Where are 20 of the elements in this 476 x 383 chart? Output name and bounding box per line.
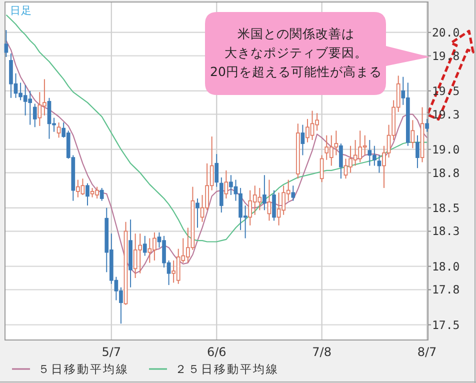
y-tick-label: 19.0 [432, 142, 460, 156]
x-tick-label: 7/8 [312, 345, 332, 359]
y-tick-label: 18.8 [432, 166, 460, 180]
y-tick-label: 17.5 [432, 318, 460, 332]
legend-label: ５日移動平均線 [38, 362, 129, 376]
x-tick-label: 5/7 [102, 345, 122, 359]
y-tick-label: 19.3 [432, 107, 460, 122]
x-tick-label: 8/7 [417, 345, 437, 359]
annotation: 日足 [10, 5, 32, 17]
annotation: 20円を超える可能性が高まる [210, 64, 382, 79]
y-tick-label: 18.5 [432, 200, 460, 215]
y-tick-label: 18.0 [432, 259, 460, 274]
y-tick-label: 18.3 [432, 224, 460, 238]
y-tick-label: 17.8 [432, 282, 460, 297]
y-tick-label: 20.0 [432, 25, 460, 40]
y-tick-label: 19.8 [432, 48, 460, 63]
annotation: 米国との関係改善は [238, 26, 354, 41]
legend-label: ２５日移動平均線 [175, 362, 279, 376]
annotation: 大きなポジティブ要因。 [224, 45, 368, 60]
x-tick-label: 6/6 [206, 345, 226, 359]
